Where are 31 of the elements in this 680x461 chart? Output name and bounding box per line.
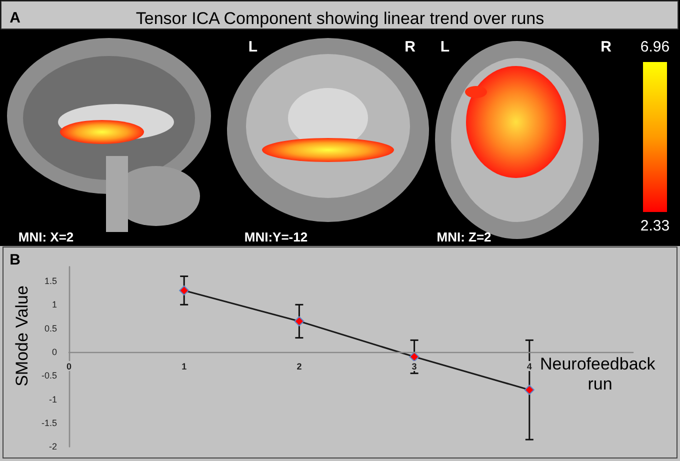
y-tick-label: 1.5	[44, 276, 57, 286]
x-tick-label: 1	[182, 362, 187, 372]
text: A	[10, 10, 21, 26]
text: 2.33	[640, 218, 670, 234]
y-tick-label: 0.5	[44, 323, 57, 334]
text: L	[440, 38, 450, 56]
text: B	[10, 252, 21, 268]
text: L	[248, 38, 258, 56]
y-tick-label: -1.5	[41, 418, 57, 428]
y-tick-label: 1	[52, 300, 57, 310]
text: Tensor ICA Component showing linear trend over runs	[136, 9, 544, 28]
text: R	[600, 38, 612, 56]
point	[294, 316, 304, 326]
y-tick-label: -0.5	[41, 370, 57, 381]
point	[179, 285, 190, 296]
text: MNI: Z=2	[436, 230, 492, 244]
text: R	[404, 38, 416, 56]
text: MNI: X=2	[18, 230, 74, 244]
y-tick-label: -2	[48, 442, 57, 452]
x-axis-title: Neurofeedback run	[540, 354, 660, 394]
x-tick-label: 0	[66, 362, 72, 372]
point	[524, 384, 534, 395]
y-axis-title: SMode Value	[12, 286, 32, 386]
x-tick-label: 4	[526, 362, 532, 372]
x-tick-label: 3	[412, 362, 417, 372]
y-tick-label: 0	[52, 347, 57, 358]
x-tick-label: 2	[296, 362, 302, 372]
y-tick-label: -1	[48, 394, 57, 404]
point	[409, 352, 420, 362]
text: MNI:Y=-12	[244, 230, 308, 244]
text: 6.96	[640, 38, 670, 56]
